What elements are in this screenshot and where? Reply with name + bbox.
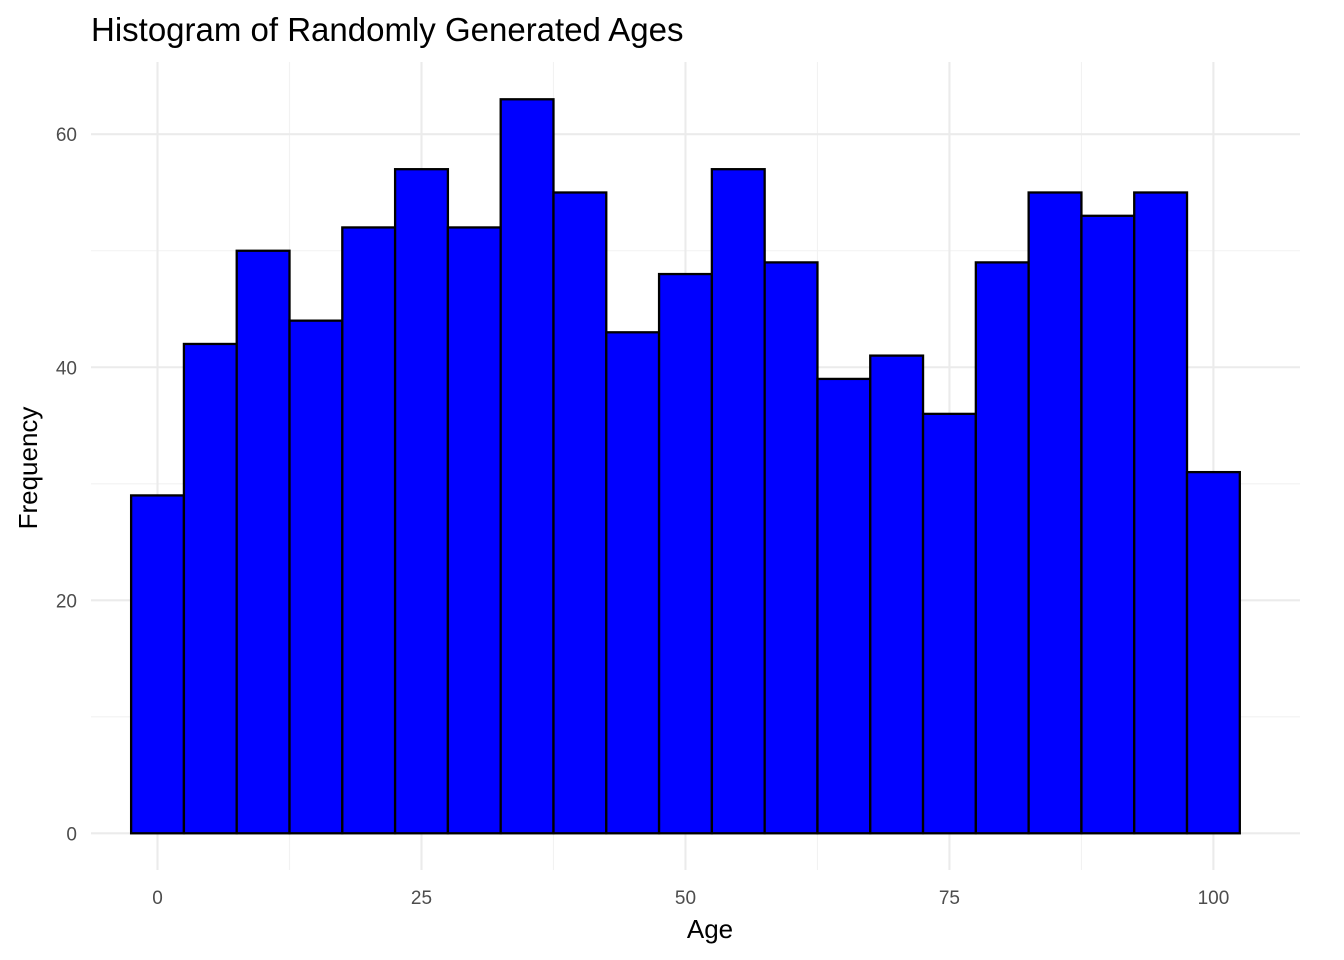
x-tick-label: 100 [1198,888,1230,909]
histogram-bar [341,226,397,835]
y-tick-label: 0 [66,824,77,845]
bars [129,98,1241,835]
histogram-bar [869,354,925,835]
x-axis-title: Age [687,914,733,944]
histogram-bar [605,331,661,835]
histogram-bar [552,191,608,835]
x-tick-label: 25 [411,888,432,909]
y-tick-label: 60 [56,125,77,146]
histogram-bar [235,249,291,835]
x-axis-ticks: 0 25 50 75 100 [152,888,1229,909]
x-tick-label: 0 [152,888,163,909]
histogram-bar [288,319,344,835]
x-tick-label: 50 [675,888,696,909]
x-tick-label: 75 [939,888,960,909]
histogram-bar [763,261,819,835]
y-tick-label: 40 [56,358,77,379]
y-tick-label: 20 [56,591,77,612]
histogram-bar [1080,214,1136,835]
histogram-bar [921,412,977,835]
histogram-bar [129,494,186,835]
histogram-bar [446,226,502,835]
chart-title: Histogram of Randomly Generated Ages [91,11,683,48]
y-axis-ticks: 0 20 40 60 [56,125,77,845]
histogram-bar [974,261,1030,835]
histogram-bar [1133,191,1189,835]
histogram-bar [816,377,872,835]
y-axis-title: Frequency [13,407,43,530]
histogram-bar [1027,191,1083,835]
histogram-bar [710,168,766,835]
histogram-bar [1185,470,1241,835]
histogram-bar [657,272,714,835]
histogram-bar [499,98,555,835]
histogram-bar [182,342,238,835]
histogram-bar [393,168,450,835]
